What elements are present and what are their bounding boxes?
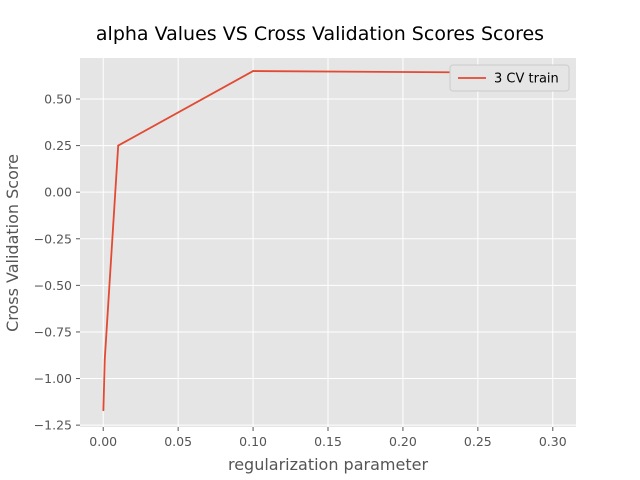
legend-label: 3 CV train xyxy=(494,72,559,87)
data-point xyxy=(103,359,106,361)
x-tick-label: 0.05 xyxy=(164,434,192,449)
y-tick-label: −0.25 xyxy=(34,231,72,246)
x-tick-label: 0.20 xyxy=(389,434,417,449)
y-tick-label: −1.00 xyxy=(34,371,72,386)
grid-lines xyxy=(80,58,576,427)
data-point xyxy=(102,409,105,412)
y-tick-label: −0.75 xyxy=(34,324,72,339)
data-point xyxy=(252,70,254,72)
y-tick-label: −1.25 xyxy=(34,418,72,433)
y-axis-ticks: −1.25 −1.00 −0.75 −0.50 −0.25 0.00 0.25 0.50 xyxy=(34,92,80,433)
legend: 3 CV train xyxy=(449,64,570,92)
y-tick-label: 0.25 xyxy=(44,138,72,153)
chart-title: alpha Values VS Cross Validation Scores … xyxy=(96,23,544,45)
y-axis-label: Cross Validation Score xyxy=(3,154,22,332)
x-tick-label: 0.25 xyxy=(464,434,492,449)
x-tick-label: 0.30 xyxy=(539,434,567,449)
data-point xyxy=(117,144,120,147)
legend-box xyxy=(449,64,570,92)
x-tick-label: 0.10 xyxy=(239,434,267,449)
x-tick-label: 0.00 xyxy=(89,434,117,449)
y-tick-label: 0.50 xyxy=(44,92,72,107)
x-tick-label: 0.15 xyxy=(314,434,342,449)
x-axis-ticks: 0.00 0.05 0.10 0.15 0.20 0.25 0.30 xyxy=(89,427,567,449)
x-axis-label: regularization parameter xyxy=(228,455,428,474)
y-tick-label: 0.00 xyxy=(44,185,72,200)
y-tick-label: −0.50 xyxy=(34,278,72,293)
